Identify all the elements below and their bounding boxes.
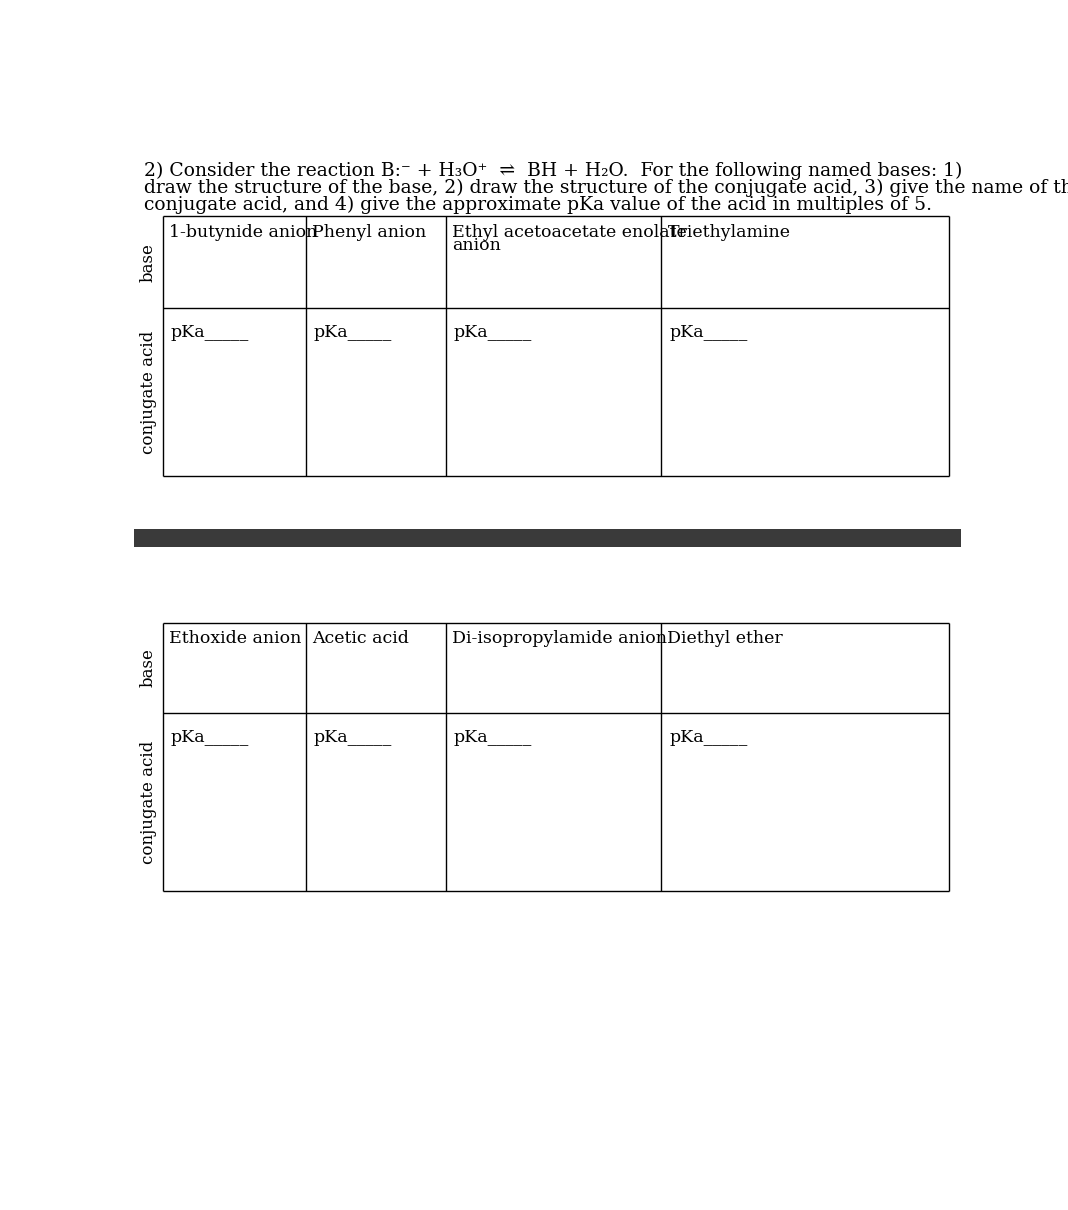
Text: pKa_____: pKa_____ bbox=[669, 728, 748, 745]
Text: Di-isopropylamide anion: Di-isopropylamide anion bbox=[452, 630, 668, 647]
Text: Ethoxide anion: Ethoxide anion bbox=[169, 630, 301, 647]
Text: pKa_____: pKa_____ bbox=[171, 728, 249, 745]
Text: base: base bbox=[140, 649, 157, 687]
Text: pKa_____: pKa_____ bbox=[313, 728, 392, 745]
Text: 2) Consider the reaction B:⁻ + H₃O⁺  ⇌  BH + H₂O.  For the following named bases: 2) Consider the reaction B:⁻ + H₃O⁺ ⇌ BH… bbox=[144, 162, 962, 180]
Text: 1-butynide anion: 1-butynide anion bbox=[169, 224, 317, 241]
Text: draw the structure of the base, 2) draw the structure of the conjugate acid, 3) : draw the structure of the base, 2) draw … bbox=[144, 179, 1068, 197]
Bar bbox=[134, 529, 961, 547]
Text: conjugate acid, and 4) give the approximate pKa value of the acid in multiples o: conjugate acid, and 4) give the approxim… bbox=[144, 196, 932, 214]
Text: conjugate acid: conjugate acid bbox=[140, 741, 157, 864]
Text: pKa_____: pKa_____ bbox=[669, 324, 748, 341]
Text: base: base bbox=[140, 243, 157, 282]
Text: Acetic acid: Acetic acid bbox=[312, 630, 409, 647]
Text: pKa_____: pKa_____ bbox=[313, 324, 392, 341]
Text: Diethyl ether: Diethyl ether bbox=[668, 630, 783, 647]
Text: pKa_____: pKa_____ bbox=[454, 324, 532, 341]
Text: pKa_____: pKa_____ bbox=[454, 728, 532, 745]
Text: Ethyl acetoacetate enolate: Ethyl acetoacetate enolate bbox=[452, 224, 687, 241]
Text: Triethylamine: Triethylamine bbox=[668, 224, 790, 241]
Text: Phenyl anion: Phenyl anion bbox=[312, 224, 426, 241]
Text: anion: anion bbox=[452, 237, 501, 254]
Text: conjugate acid: conjugate acid bbox=[140, 330, 157, 454]
Text: pKa_____: pKa_____ bbox=[171, 324, 249, 341]
